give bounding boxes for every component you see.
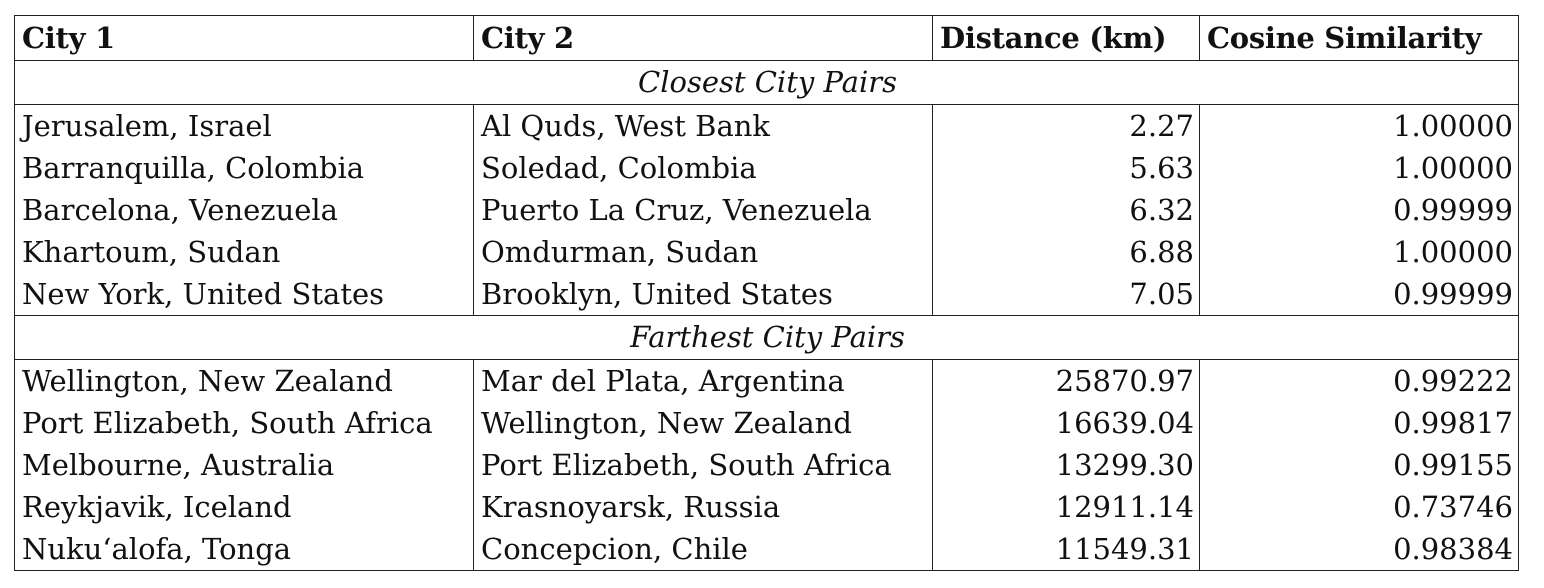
cell-city2: Wellington, New Zealand [473, 402, 933, 444]
table-header-row: City 1 City 2 Distance (km) Cosine Simil… [14, 15, 1519, 61]
cell-cosine: 0.98384 [1199, 528, 1519, 571]
cell-distance: 13299.30 [932, 444, 1200, 486]
cell-city2: Puerto La Cruz, Venezuela [473, 189, 933, 231]
table-row: New York, United States Brooklyn, United… [14, 273, 1519, 316]
cell-city1: Nuku‘alofa, Tonga [14, 528, 474, 571]
cell-city1: New York, United States [14, 273, 474, 316]
cell-distance: 11549.31 [932, 528, 1200, 571]
header-city2: City 2 [473, 15, 933, 61]
cell-city2: Omdurman, Sudan [473, 231, 933, 273]
table-row: Port Elizabeth, South Africa Wellington,… [14, 402, 1519, 444]
table-row: Melbourne, Australia Port Elizabeth, Sou… [14, 444, 1519, 486]
cell-city2: Krasnoyarsk, Russia [473, 486, 933, 528]
header-distance: Distance (km) [932, 15, 1200, 61]
cell-cosine: 1.00000 [1199, 231, 1519, 273]
cell-distance: 2.27 [932, 104, 1200, 147]
cell-city1: Reykjavik, Iceland [14, 486, 474, 528]
cell-cosine: 0.99817 [1199, 402, 1519, 444]
cell-city1: Barranquilla, Colombia [14, 147, 474, 189]
cell-city2: Soledad, Colombia [473, 147, 933, 189]
cell-distance: 7.05 [932, 273, 1200, 316]
cell-distance: 5.63 [932, 147, 1200, 189]
cell-cosine: 0.73746 [1199, 486, 1519, 528]
table-row: Barranquilla, Colombia Soledad, Colombia… [14, 147, 1519, 189]
header-city1: City 1 [14, 15, 474, 61]
table-row: Khartoum, Sudan Omdurman, Sudan 6.88 1.0… [14, 231, 1519, 273]
cell-city2: Brooklyn, United States [473, 273, 933, 316]
cell-city1: Melbourne, Australia [14, 444, 474, 486]
cell-city1: Barcelona, Venezuela [14, 189, 474, 231]
cell-cosine: 0.99155 [1199, 444, 1519, 486]
cell-city1: Jerusalem, Israel [14, 104, 474, 147]
cell-city1: Wellington, New Zealand [14, 359, 474, 402]
cell-city2: Concepcion, Chile [473, 528, 933, 571]
cell-distance: 12911.14 [932, 486, 1200, 528]
city-pairs-table: City 1 City 2 Distance (km) Cosine Simil… [14, 15, 1519, 571]
cell-distance: 25870.97 [932, 359, 1200, 402]
table-row: Nuku‘alofa, Tonga Concepcion, Chile 1154… [14, 528, 1519, 571]
cell-distance: 16639.04 [932, 402, 1200, 444]
cell-distance: 6.88 [932, 231, 1200, 273]
section-title: Farthest City Pairs [14, 315, 1519, 360]
cell-cosine: 1.00000 [1199, 147, 1519, 189]
cell-cosine: 0.99999 [1199, 189, 1519, 231]
section-row-closest: Closest City Pairs [14, 60, 1519, 105]
header-cosine-similarity: Cosine Similarity [1199, 15, 1519, 61]
cell-city1: Khartoum, Sudan [14, 231, 474, 273]
city-pairs-table-container: City 1 City 2 Distance (km) Cosine Simil… [14, 15, 1519, 571]
cell-city2: Port Elizabeth, South Africa [473, 444, 933, 486]
cell-cosine: 1.00000 [1199, 104, 1519, 147]
section-title: Closest City Pairs [14, 60, 1519, 105]
cell-city1: Port Elizabeth, South Africa [14, 402, 474, 444]
cell-city2: Mar del Plata, Argentina [473, 359, 933, 402]
table-row: Reykjavik, Iceland Krasnoyarsk, Russia 1… [14, 486, 1519, 528]
table-row: Jerusalem, Israel Al Quds, West Bank 2.2… [14, 104, 1519, 147]
cell-cosine: 0.99222 [1199, 359, 1519, 402]
table-row: Barcelona, Venezuela Puerto La Cruz, Ven… [14, 189, 1519, 231]
section-row-farthest: Farthest City Pairs [14, 315, 1519, 360]
cell-cosine: 0.99999 [1199, 273, 1519, 316]
table-row: Wellington, New Zealand Mar del Plata, A… [14, 359, 1519, 402]
cell-distance: 6.32 [932, 189, 1200, 231]
cell-city2: Al Quds, West Bank [473, 104, 933, 147]
